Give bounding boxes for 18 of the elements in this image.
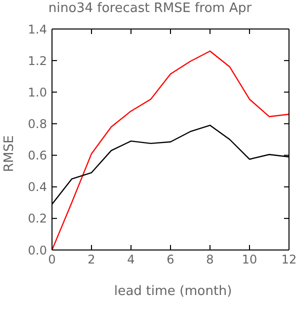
y-tick-label: 0.0 xyxy=(28,243,47,258)
y-tick-label: 1.0 xyxy=(28,85,47,100)
x-tick-label: 10 xyxy=(242,252,258,267)
x-tick-label: 8 xyxy=(206,252,214,267)
y-tick-label: 0.4 xyxy=(28,180,47,194)
y-axis-title: RMSE xyxy=(2,135,17,172)
y-tick-label: 1.4 xyxy=(28,22,47,36)
x-tick-label: 2 xyxy=(88,252,96,267)
y-tick-label: 0.6 xyxy=(28,148,47,163)
x-tick-label: 4 xyxy=(127,252,135,267)
y-tick-label: 1.2 xyxy=(28,54,47,68)
chart-title: nino34 forecast RMSE from Apr xyxy=(47,0,253,18)
x-tick-label: 12 xyxy=(281,252,297,267)
x-tick-label: 0 xyxy=(48,252,56,267)
x-axis-title: lead time (month) xyxy=(113,284,233,299)
x-tick-label: 6 xyxy=(166,252,174,267)
y-tick-label: 0.2 xyxy=(28,212,47,226)
y-tick-label: 0.8 xyxy=(28,116,47,131)
